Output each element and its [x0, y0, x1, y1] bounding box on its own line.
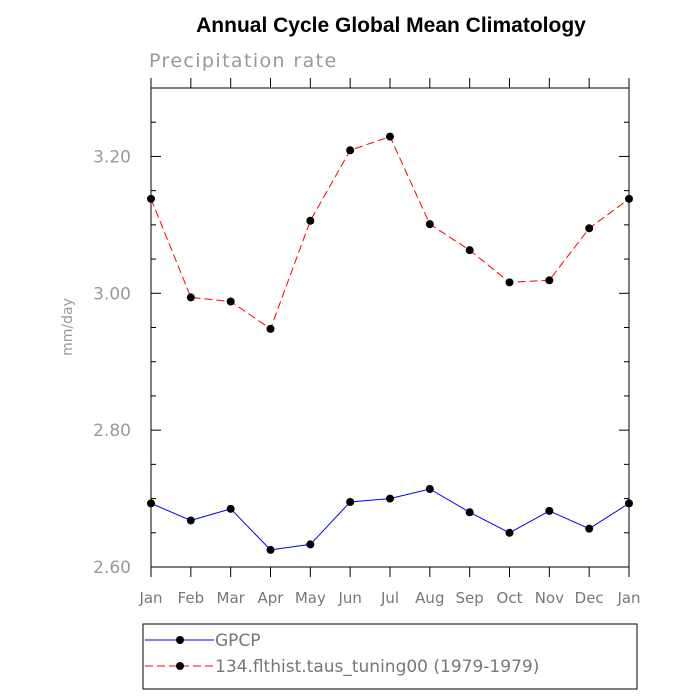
- x-tick-label: Feb: [178, 589, 205, 607]
- x-tick-label: Jul: [380, 589, 399, 607]
- x-tick-label: Mar: [217, 589, 246, 607]
- y-tick-label: 3.20: [93, 147, 131, 167]
- legend-marker-1: [176, 662, 184, 670]
- data-point: [425, 220, 434, 229]
- y-axis-label: mm/day: [60, 298, 76, 356]
- data-point: [346, 146, 355, 155]
- legend-marker-0: [176, 636, 184, 644]
- y-tick-label: 3.00: [93, 284, 131, 304]
- data-point: [266, 324, 275, 333]
- series-group: [147, 132, 633, 554]
- data-point: [585, 524, 594, 533]
- data-point: [545, 276, 554, 285]
- data-point: [425, 484, 434, 493]
- data-point: [346, 497, 355, 506]
- data-point: [147, 194, 155, 203]
- data-point: [147, 499, 155, 508]
- data-point: [186, 293, 195, 302]
- x-tick-label: Jan: [138, 589, 162, 607]
- legend-box: [142, 623, 638, 690]
- data-point: [226, 504, 235, 513]
- data-point: [306, 216, 315, 225]
- x-tick-label: Jan: [616, 589, 640, 607]
- x-tick-label: Aug: [415, 589, 444, 607]
- data-point: [625, 499, 633, 508]
- y-tick-label: 2.80: [93, 421, 131, 441]
- axis-ticks: [150, 78, 630, 577]
- y-tick-label: 2.60: [93, 558, 131, 578]
- x-tick-label: Jun: [337, 589, 361, 607]
- legend-label-0: GPCP: [215, 631, 261, 651]
- data-point: [306, 540, 315, 549]
- series-line-1: [150, 135, 630, 330]
- data-point: [226, 297, 235, 306]
- data-point: [465, 508, 474, 517]
- data-point: [625, 194, 633, 203]
- data-point: [505, 528, 514, 537]
- x-tick-label: Apr: [258, 589, 285, 607]
- data-point: [186, 516, 195, 525]
- x-tick-label: Oct: [497, 589, 523, 607]
- legend-label-1: 134.flthist.taus_tuning00 (1979-1979): [215, 657, 539, 677]
- x-tick-label: Nov: [535, 589, 564, 607]
- legend: GPCP 134.flthist.taus_tuning00 (1979-1979…: [145, 631, 539, 677]
- x-tick-label: May: [295, 589, 326, 607]
- chart-title: Annual Cycle Global Mean Climatology: [196, 14, 586, 37]
- data-point: [266, 545, 275, 554]
- data-point: [465, 246, 474, 255]
- data-point: [386, 494, 394, 503]
- x-tick-label: Sep: [456, 589, 484, 607]
- x-tick-label: Dec: [575, 589, 604, 607]
- data-point: [585, 224, 594, 233]
- data-point: [545, 506, 554, 515]
- data-point: [386, 132, 394, 141]
- chart-subtitle: Precipitation rate: [149, 50, 338, 72]
- axis-tick-labels: 2.60 2.80 3.00 3.20 Jan Feb Mar Apr May Jun Jul Aug…: [93, 147, 640, 607]
- data-point: [505, 278, 514, 287]
